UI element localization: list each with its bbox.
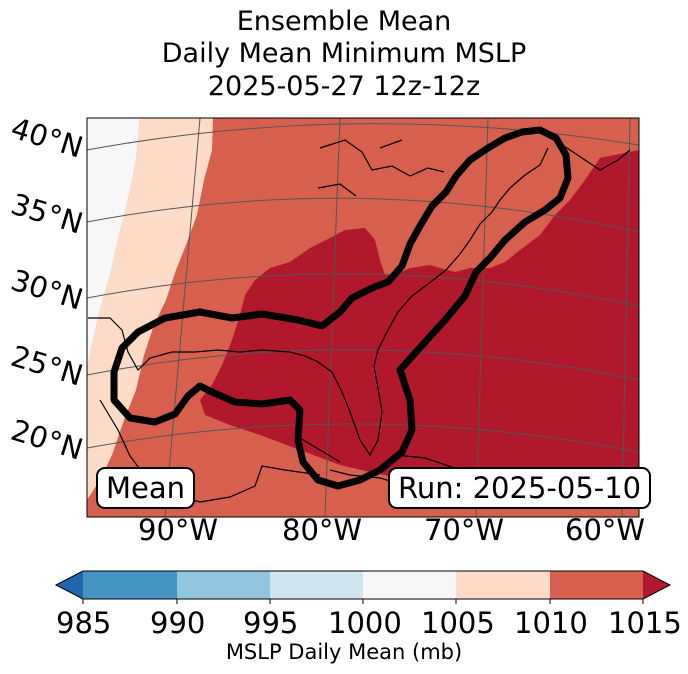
lon-label-80: 80°W: [282, 513, 363, 547]
lat-line-35: [87, 197, 639, 233]
title-line-1: Ensemble Mean: [236, 6, 452, 37]
colorbar-bin-1005-1010: [456, 571, 550, 599]
coastline-gulf: [88, 147, 549, 457]
coastline-lakes: [317, 139, 445, 197]
colorbar: [54, 570, 672, 604]
colorbar-bin-1010-1015: [550, 571, 643, 599]
lon-line-70: [475, 118, 489, 517]
lon-label-70: 70°W: [424, 513, 505, 547]
colorbar-tick-995: 995: [243, 606, 299, 640]
colorbar-extend-low: [56, 571, 83, 599]
colorbar-bin-990-995: [177, 571, 270, 599]
lon-label-60: 60°W: [565, 513, 646, 547]
mean-label-box: Mean: [96, 467, 196, 509]
colorbar-tick-1010: 1010: [514, 606, 588, 640]
colorbar-tick-1015: 1015: [608, 606, 682, 640]
colorbar-tick-985: 985: [56, 606, 112, 640]
lon-label-90: 90°W: [138, 513, 219, 547]
colorbar-extend-high: [643, 571, 670, 599]
map-frame: [86, 117, 640, 518]
title-line-3: 2025-05-27 12z-12z: [207, 71, 481, 102]
map-field: [87, 118, 639, 517]
lat-line-25: [87, 349, 639, 381]
colorbar-title: MSLP Daily Mean (mb): [225, 640, 463, 664]
colorbar-bin-995-1000: [270, 571, 363, 599]
lat-line-30: [87, 273, 639, 307]
title-line-2: Daily Mean Minimum MSLP: [161, 38, 527, 69]
lat-line-20: [87, 423, 639, 453]
run-label-box: Run: 2025-05-10: [388, 467, 652, 509]
contour-line: [110, 126, 572, 490]
field-above-1015: [200, 150, 639, 482]
colorbar-bin-985-990: [83, 571, 177, 599]
field-1000-1005: [87, 118, 140, 370]
colorbar-tick-990: 990: [150, 606, 206, 640]
colorbar-tick-1000: 1000: [328, 606, 402, 640]
colorbar-ticks: [82, 599, 644, 604]
lon-line-60: [621, 118, 631, 517]
lat-line-40: [87, 123, 639, 151]
colorbar-tick-1005: 1005: [421, 606, 495, 640]
colorbar-bin-1000-1005: [363, 571, 456, 599]
